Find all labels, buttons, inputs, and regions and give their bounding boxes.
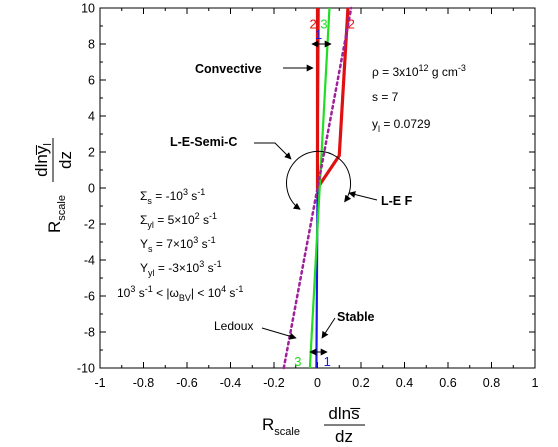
x-tick-label: -0.6 — [176, 376, 198, 390]
y-axis-label: Rscale dlny̅l dz — [32, 138, 75, 233]
rotation-circle — [286, 150, 352, 210]
y-tick-label: 4 — [88, 110, 95, 124]
x-tick-label: -0.2 — [263, 376, 285, 390]
convective-label: Convective — [195, 62, 262, 76]
y-tick-label: -8 — [84, 326, 95, 340]
lesemic-label: L-E-Semi-C — [170, 135, 237, 149]
x-axis-label-denominator: dz — [335, 427, 353, 446]
curve-label: 1 — [315, 27, 322, 42]
ledoux-label: Ledoux — [214, 319, 253, 333]
x-tick-label: -0.4 — [220, 376, 242, 390]
param-sigma-s: Σs = -103 s-1 — [140, 187, 205, 206]
svg-text:Rscale: Rscale — [262, 415, 300, 438]
x-axis-label-numerator: dlns̅ — [328, 404, 360, 423]
curve-label: 2 — [348, 16, 355, 31]
params-right: ρ = 3x1012 g cm-3 s = 7 yl = 0.0729 — [372, 63, 466, 134]
param-upsilon-s: Υs = 7×103 s-1 — [140, 235, 216, 254]
stable-label: Stable — [337, 310, 375, 324]
annotation-stable: Stable — [309, 310, 375, 356]
annotation-ledoux: Ledoux — [214, 319, 297, 340]
x-tick-label: -0.8 — [133, 376, 155, 390]
series-line-ledoux — [282, 6, 353, 370]
param-sigma-yl: Σyl = 5×102 s-1 — [140, 211, 217, 230]
x-axis-label: Rscale dlns̅ dz — [262, 404, 365, 446]
y-tick-label: -10 — [77, 362, 95, 376]
svg-text:Rscale: Rscale — [45, 195, 68, 233]
y-tick-label: -2 — [84, 218, 95, 232]
param-rho: ρ = 3x1012 g cm-3 — [372, 63, 466, 79]
y-tick-label: 6 — [88, 74, 95, 88]
x-tick-label: 0.8 — [483, 376, 500, 390]
params-left: Σs = -103 s-1 Σyl = 5×102 s-1 Υs = 7×103… — [117, 187, 243, 303]
series-line-3 — [308, 7, 331, 369]
x-tick-label: -1 — [94, 376, 105, 390]
y-tick-label: 8 — [88, 38, 95, 52]
y-tick-label: 0 — [88, 182, 95, 196]
y-tick-label: -6 — [84, 290, 95, 304]
y-tick-label: 10 — [81, 2, 95, 16]
param-yl: yl = 0.0729 — [372, 117, 431, 134]
curve-label: 3 — [320, 16, 327, 31]
y-axis-label-numerator: dlny̅l — [32, 143, 54, 177]
x-tick-label: 0.4 — [396, 376, 413, 390]
y-axis-label-denominator: dz — [56, 151, 75, 169]
annotation-lef: L-E F — [348, 191, 413, 208]
series-line-2 — [315, 7, 350, 190]
x-tick-label: 0.2 — [352, 376, 369, 390]
lef-label: L-E F — [381, 194, 413, 208]
y-tick-label: 2 — [88, 146, 95, 160]
x-tick-label: 0 — [314, 376, 321, 390]
x-tick-label: 0.6 — [439, 376, 456, 390]
x-tick-label: 1 — [532, 376, 539, 390]
curve-label: 3 — [294, 354, 301, 369]
param-s: s = 7 — [372, 90, 399, 104]
y-tick-label: -4 — [84, 254, 95, 268]
param-upsilon-yl: Υyl = -3×103 s-1 — [140, 259, 222, 278]
param-omega-range: 103 s-1 < |ωBV| < 104 s-1 — [117, 284, 243, 303]
curve-label: 1 — [324, 354, 331, 369]
annotation-lesemic: L-E-Semi-C — [170, 135, 292, 160]
lesemic-arrow — [254, 142, 292, 160]
annotation-convective: Convective — [195, 40, 332, 76]
curve-label: 2 — [310, 16, 317, 31]
